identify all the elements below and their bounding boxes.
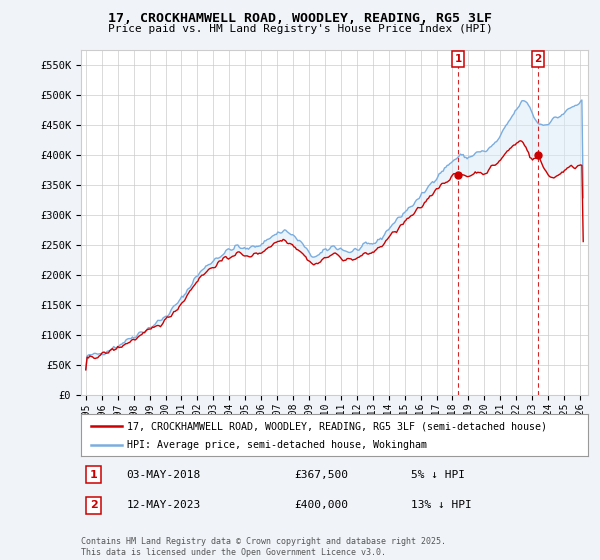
Text: 17, CROCKHAMWELL ROAD, WOODLEY, READING, RG5 3LF: 17, CROCKHAMWELL ROAD, WOODLEY, READING,… — [108, 12, 492, 25]
Text: Price paid vs. HM Land Registry's House Price Index (HPI): Price paid vs. HM Land Registry's House … — [107, 24, 493, 34]
Text: 03-MAY-2018: 03-MAY-2018 — [127, 470, 201, 480]
Text: 2: 2 — [90, 500, 98, 510]
Text: 1: 1 — [90, 470, 98, 480]
Text: 1: 1 — [454, 54, 461, 64]
Text: £367,500: £367,500 — [294, 470, 348, 480]
Text: 17, CROCKHAMWELL ROAD, WOODLEY, READING, RG5 3LF (semi-detached house): 17, CROCKHAMWELL ROAD, WOODLEY, READING,… — [127, 421, 547, 431]
Text: 5% ↓ HPI: 5% ↓ HPI — [410, 470, 464, 480]
Text: 2: 2 — [535, 54, 542, 64]
Text: £400,000: £400,000 — [294, 500, 348, 510]
Text: HPI: Average price, semi-detached house, Wokingham: HPI: Average price, semi-detached house,… — [127, 440, 427, 450]
Text: 12-MAY-2023: 12-MAY-2023 — [127, 500, 201, 510]
Text: 13% ↓ HPI: 13% ↓ HPI — [410, 500, 472, 510]
Text: Contains HM Land Registry data © Crown copyright and database right 2025.
This d: Contains HM Land Registry data © Crown c… — [81, 538, 446, 557]
